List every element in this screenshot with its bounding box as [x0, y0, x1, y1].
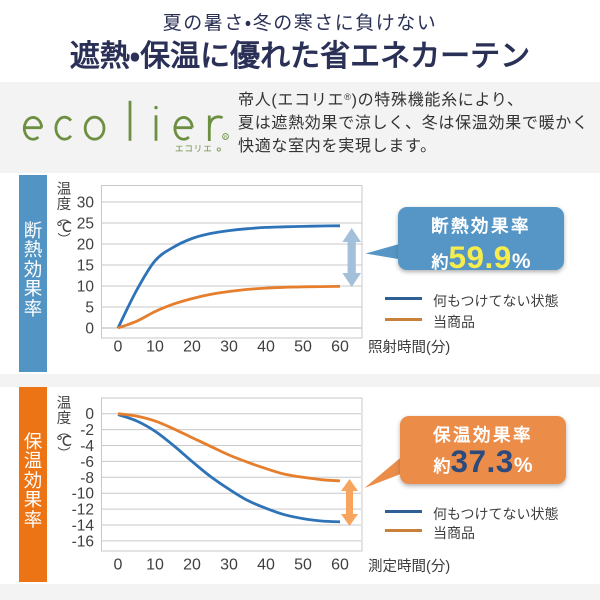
svg-text:-14: -14	[72, 518, 95, 535]
svg-text:-12: -12	[72, 502, 94, 519]
svg-text:20: 20	[183, 557, 201, 574]
svg-text:5: 5	[85, 300, 94, 317]
svg-text:10: 10	[146, 557, 164, 574]
svg-text:60: 60	[331, 339, 349, 356]
svg-text:-2: -2	[80, 422, 94, 439]
svg-text:10: 10	[77, 279, 95, 296]
svg-text:20: 20	[183, 339, 201, 356]
svg-text:30: 30	[220, 339, 238, 356]
svg-text:-10: -10	[72, 486, 95, 503]
svg-text:50: 50	[294, 557, 312, 574]
svg-text:-4: -4	[80, 438, 94, 455]
svg-text:40: 40	[257, 339, 275, 356]
svg-text:25: 25	[77, 216, 94, 233]
svg-text:15: 15	[77, 258, 94, 275]
svg-text:0: 0	[114, 339, 123, 356]
svg-text:-16: -16	[72, 533, 94, 550]
svg-text:10: 10	[146, 339, 164, 356]
svg-text:0: 0	[85, 406, 94, 423]
svg-text:0: 0	[114, 557, 123, 574]
svg-text:R: R	[224, 134, 228, 139]
svg-text:-8: -8	[80, 470, 94, 487]
svg-text:0: 0	[85, 321, 94, 338]
svg-text:50: 50	[294, 339, 312, 356]
svg-text:40: 40	[257, 557, 275, 574]
svg-text:-6: -6	[80, 454, 94, 471]
svg-text:30: 30	[77, 195, 95, 212]
svg-text:エコリエ: エコリエ	[175, 144, 213, 154]
svg-text:60: 60	[331, 557, 349, 574]
svg-text:30: 30	[220, 557, 238, 574]
svg-text:20: 20	[77, 237, 95, 254]
